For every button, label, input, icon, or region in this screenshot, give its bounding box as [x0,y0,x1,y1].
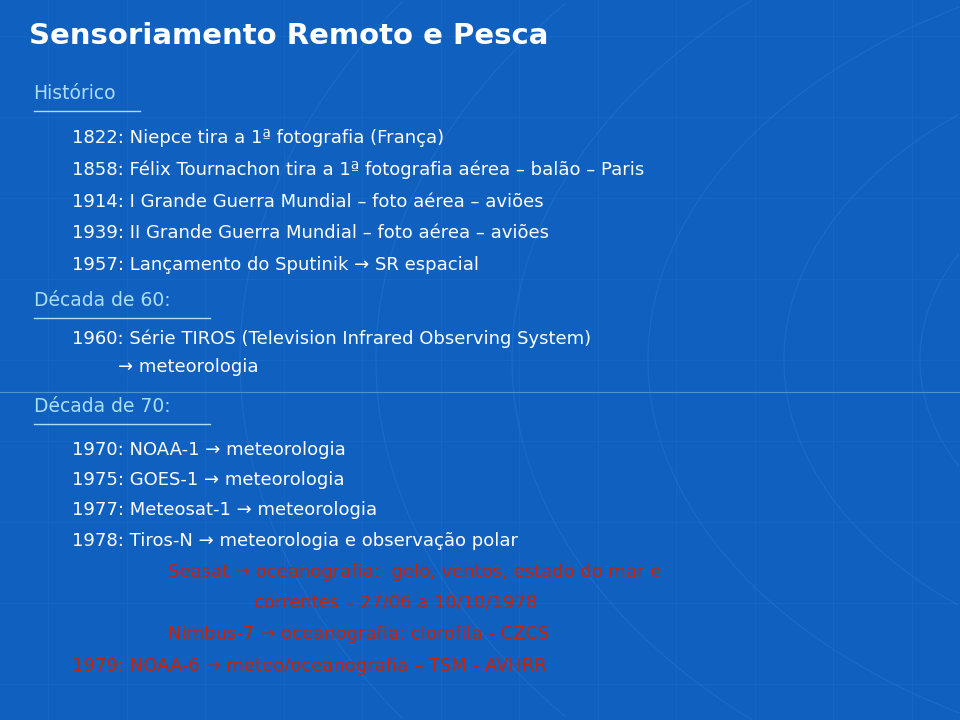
Text: 1970: NOAA-1 → meteorologia: 1970: NOAA-1 → meteorologia [72,441,346,459]
Text: Histórico: Histórico [34,84,116,103]
Text: 1975: GOES-1 → meteorologia: 1975: GOES-1 → meteorologia [72,471,345,490]
Text: 1979: NOAA-6 → meteo/oceanografia – TSM - AVHRR: 1979: NOAA-6 → meteo/oceanografia – TSM … [72,657,547,675]
Text: 1978: Tiros-N → meteorologia e observação polar: 1978: Tiros-N → meteorologia e observaçã… [72,531,518,550]
Text: 1858: Félix Tournachon tira a 1ª fotografia aérea – balão – Paris: 1858: Félix Tournachon tira a 1ª fotogra… [72,161,644,179]
Text: Nimbus-7 → oceanografia: clorofila - CZCS: Nimbus-7 → oceanografia: clorofila - CZC… [168,624,549,642]
Text: → meteorologia: → meteorologia [72,358,258,376]
Text: correntes – 27/06 a 10/10/1978: correntes – 27/06 a 10/10/1978 [254,593,538,612]
Text: 1977: Meteosat-1 → meteorologia: 1977: Meteosat-1 → meteorologia [72,501,377,520]
Text: 1960: Série TIROS (Television Infrared Observing System): 1960: Série TIROS (Television Infrared O… [72,329,591,348]
Text: 1914: I Grande Guerra Mundial – foto aérea – aviões: 1914: I Grande Guerra Mundial – foto aér… [72,192,543,210]
Text: Década de 70:: Década de 70: [34,397,170,416]
Text: Década de 60:: Década de 60: [34,292,170,310]
Text: 1939: II Grande Guerra Mundial – foto aérea – aviões: 1939: II Grande Guerra Mundial – foto aé… [72,224,549,242]
Text: Sensoriamento Remoto e Pesca: Sensoriamento Remoto e Pesca [29,22,548,50]
Text: 1957: Lançamento do Sputinik → SR espacial: 1957: Lançamento do Sputinik → SR espaci… [72,256,479,274]
Text: 1822: Niepce tira a 1ª fotografia (França): 1822: Niepce tira a 1ª fotografia (Franç… [72,130,444,148]
Text: Seasat → oceanografia:  gelo, ventos, estado do mar e: Seasat → oceanografia: gelo, ventos, est… [168,563,661,582]
